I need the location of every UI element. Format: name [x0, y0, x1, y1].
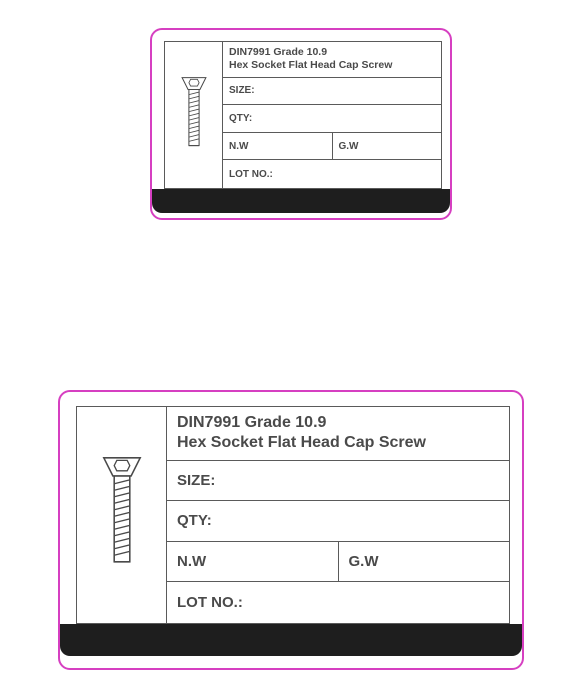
- gw-label: G.W: [339, 141, 359, 152]
- fields-col: DIN7991 Grade 10.9 Hex Socket Flat Head …: [167, 407, 509, 623]
- label-card-small: DIN7991 Grade 10.9 Hex Socket Flat Head …: [150, 28, 452, 220]
- qty-row: QTY:: [223, 105, 441, 133]
- nw-label: N.W: [177, 553, 206, 570]
- title-row: DIN7991 Grade 10.9 Hex Socket Flat Head …: [167, 407, 509, 461]
- lot-label: LOT NO.:: [229, 169, 273, 180]
- nw-cell: N.W: [167, 542, 339, 582]
- label-grid-small: DIN7991 Grade 10.9 Hex Socket Flat Head …: [164, 41, 442, 189]
- size-label: SIZE:: [177, 472, 215, 489]
- gw-cell: G.W: [333, 133, 442, 160]
- weight-row: N.W G.W: [223, 133, 441, 161]
- nw-cell: N.W: [223, 133, 333, 160]
- title-line2: Hex Socket Flat Head Cap Screw: [229, 59, 392, 72]
- screw-icon-cell: [77, 407, 167, 623]
- gw-label: G.W: [349, 553, 379, 570]
- lot-label: LOT NO.:: [177, 594, 243, 611]
- size-row: SIZE:: [167, 461, 509, 502]
- label-card-large: DIN7991 Grade 10.9 Hex Socket Flat Head …: [58, 390, 524, 670]
- title-line1: DIN7991 Grade 10.9: [177, 413, 426, 433]
- lot-row: LOT NO.:: [167, 582, 509, 623]
- screw-icon: [177, 69, 211, 161]
- size-row: SIZE:: [223, 78, 441, 106]
- qty-label: QTY:: [177, 512, 212, 529]
- title-line1: DIN7991 Grade 10.9: [229, 46, 392, 59]
- label-grid-large: DIN7991 Grade 10.9 Hex Socket Flat Head …: [76, 406, 510, 624]
- black-band: [60, 624, 522, 656]
- qty-row: QTY:: [167, 501, 509, 542]
- screw-icon: [96, 435, 148, 595]
- screw-icon-cell: [165, 42, 223, 188]
- title-line2: Hex Socket Flat Head Cap Screw: [177, 433, 426, 453]
- lot-row: LOT NO.:: [223, 160, 441, 188]
- nw-label: N.W: [229, 141, 248, 152]
- title-row: DIN7991 Grade 10.9 Hex Socket Flat Head …: [223, 42, 441, 78]
- qty-label: QTY:: [229, 113, 252, 124]
- fields-col: DIN7991 Grade 10.9 Hex Socket Flat Head …: [223, 42, 441, 188]
- black-band: [152, 189, 450, 213]
- weight-row: N.W G.W: [167, 542, 509, 583]
- gw-cell: G.W: [339, 542, 510, 582]
- size-label: SIZE:: [229, 85, 255, 96]
